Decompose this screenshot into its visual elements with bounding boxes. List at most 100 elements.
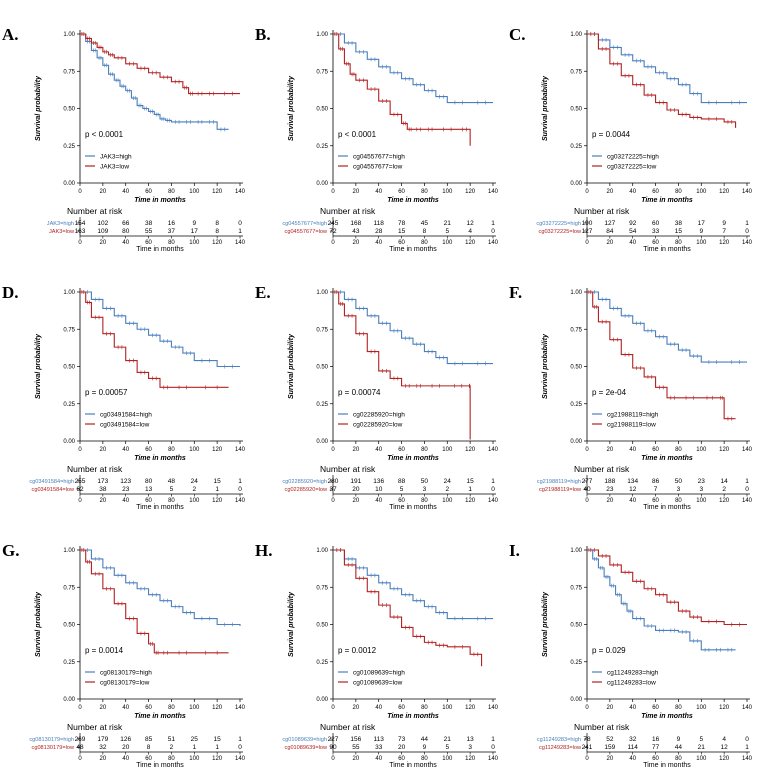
y-tick-label: 0.25 (316, 402, 328, 408)
risk-x-tick-label: 80 (421, 240, 428, 246)
x-tick-label: 20 (353, 705, 360, 711)
risk-count-high: 179 (97, 736, 108, 743)
risk-count-low: 159 (604, 744, 615, 751)
legend-label-high: cg02285920=high (353, 411, 405, 418)
risk-count-high: 21 (444, 220, 452, 227)
legend-label-high: cg03491584=high (100, 411, 152, 418)
risk-x-tick-label: 0 (331, 240, 335, 246)
risk-row-label-high: cg02285920=high (282, 479, 327, 485)
y-tick-label: 0.25 (570, 144, 582, 150)
risk-x-tick-label: 140 (488, 498, 499, 504)
risk-count-high: 78 (398, 220, 406, 227)
risk-x-tick-label: 20 (353, 756, 360, 762)
x-tick-label: 140 (742, 189, 753, 195)
risk-x-tick-label: 80 (675, 498, 682, 504)
x-tick-label: 20 (353, 447, 360, 453)
survival-curve-high (80, 549, 241, 626)
risk-x-tick-label: 140 (488, 756, 499, 762)
risk-count-high: 113 (374, 736, 385, 743)
risk-x-tick-label: 0 (78, 498, 82, 504)
risk-x-tick-label: 40 (122, 756, 129, 762)
km-panel-f: F.0.000.250.500.751.000 20 40 60 80 100 120 140… (509, 283, 753, 511)
risk-count-high: 136 (373, 478, 384, 485)
x-tick-label: 20 (607, 705, 614, 711)
km-panel-c: C.0.000.250.500.751.000 20 40 60 80 100 120 140… (509, 25, 753, 253)
risk-count-low: 20 (352, 486, 360, 493)
y-tick-label: 0.75 (63, 69, 75, 75)
legend-label-low: cg01089639=low (353, 679, 403, 686)
legend-label-high: JAK3=high (100, 153, 132, 160)
risk-x-axis-label: Time in months (643, 504, 691, 511)
x-tick-label: 120 (719, 189, 730, 195)
risk-count-low: 54 (629, 228, 637, 235)
risk-row-label-high: cg08130179=high (29, 737, 74, 743)
x-tick-label: 0 (585, 447, 589, 453)
x-tick-label: 0 (331, 705, 335, 711)
risk-table-title: Number at risk (320, 206, 376, 216)
risk-x-tick-label: 0 (331, 498, 335, 504)
risk-count-low: 20 (398, 744, 406, 751)
x-tick-label: 40 (629, 705, 636, 711)
legend-label-low: cg03491584=low (100, 421, 150, 428)
risk-count-high: 51 (168, 736, 176, 743)
risk-count-high: 15 (214, 478, 222, 485)
risk-x-tick-label: 40 (122, 240, 129, 246)
y-axis-label: Survival probability (288, 75, 295, 141)
risk-count-low: 1 (468, 486, 472, 493)
risk-count-low: 1 (215, 744, 219, 751)
risk-count-low: 33 (652, 228, 660, 235)
risk-count-high: 9 (192, 220, 196, 227)
x-tick-label: 0 (78, 189, 82, 195)
risk-count-high: 16 (168, 220, 176, 227)
risk-x-tick-label: 0 (585, 240, 589, 246)
risk-count-high: 1 (745, 478, 749, 485)
risk-count-low: 23 (122, 486, 130, 493)
survival-curve-high (80, 33, 229, 130)
risk-x-axis-label: Time in months (389, 246, 437, 253)
y-tick-label: 0.50 (570, 623, 582, 629)
risk-count-low: 3 (677, 486, 681, 493)
y-tick-label: 0.25 (63, 660, 75, 666)
survival-curve-high (333, 33, 493, 104)
risk-row-label-low: cg01089639=low (285, 745, 328, 751)
x-tick-label: 100 (442, 447, 453, 453)
x-tick-label: 120 (465, 705, 476, 711)
panel-letter: A. (2, 25, 19, 44)
risk-count-low: 2 (192, 486, 196, 493)
risk-count-low: 1 (215, 486, 219, 493)
risk-count-high: 52 (606, 736, 614, 743)
risk-x-tick-label: 20 (100, 240, 107, 246)
risk-count-high: 38 (145, 220, 153, 227)
legend-label-high: cg11249283=high (607, 669, 659, 676)
risk-x-tick-label: 40 (122, 498, 129, 504)
risk-count-high: 102 (97, 220, 108, 227)
x-tick-label: 60 (398, 705, 405, 711)
x-tick-label: 140 (742, 705, 753, 711)
risk-x-tick-label: 60 (145, 756, 152, 762)
risk-count-high: 123 (120, 478, 131, 485)
risk-row-label-low: cg03491584=low (32, 487, 75, 493)
risk-count-low: 15 (675, 228, 683, 235)
risk-count-low: 5 (445, 744, 449, 751)
risk-row-label-low: cg08130179=low (32, 745, 75, 751)
risk-x-tick-label: 40 (629, 240, 636, 246)
risk-x-tick-label: 0 (585, 498, 589, 504)
survival-curve-low (587, 549, 747, 626)
x-tick-label: 100 (442, 189, 453, 195)
risk-count-high: 9 (677, 736, 681, 743)
p-value: p = 0.0044 (592, 130, 631, 139)
x-tick-label: 140 (488, 447, 499, 453)
risk-count-low: 0 (745, 486, 749, 493)
risk-x-tick-label: 60 (145, 498, 152, 504)
x-tick-label: 40 (629, 447, 636, 453)
risk-count-low: 80 (122, 228, 130, 235)
x-tick-label: 100 (696, 189, 707, 195)
y-tick-label: 0.50 (316, 623, 328, 629)
risk-count-low: 20 (122, 744, 130, 751)
risk-x-tick-label: 120 (719, 498, 730, 504)
risk-count-high: 8 (215, 220, 219, 227)
risk-x-tick-label: 40 (629, 498, 636, 504)
y-tick-label: 1.00 (63, 290, 75, 296)
survival-curve-high (333, 291, 493, 365)
risk-x-tick-label: 20 (607, 756, 614, 762)
